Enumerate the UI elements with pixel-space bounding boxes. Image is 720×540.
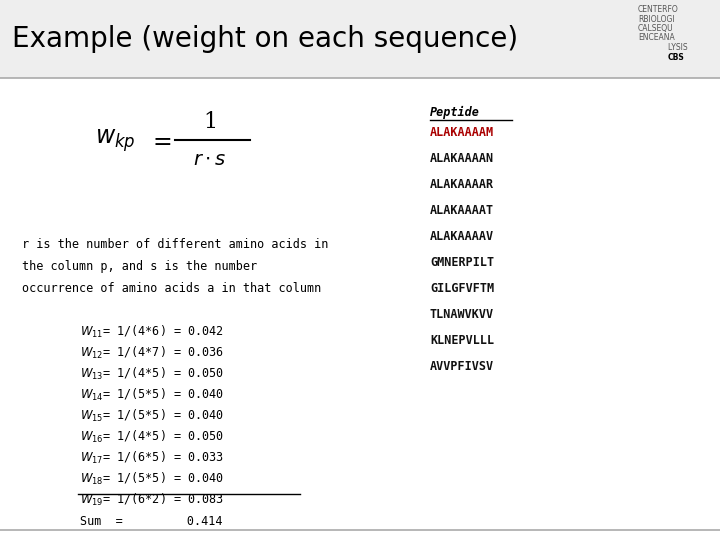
Text: $W_{11}$= 1/(4*6) = 0.042: $W_{11}$= 1/(4*6) = 0.042 — [80, 325, 224, 340]
Text: ALAKAAAAV: ALAKAAAAV — [430, 230, 494, 244]
Text: occurrence of amino acids a in that column: occurrence of amino acids a in that colu… — [22, 282, 321, 295]
Text: Example (weight on each sequence): Example (weight on each sequence) — [12, 25, 518, 53]
Text: Sum  =         0.414: Sum = 0.414 — [80, 515, 222, 528]
Text: RBIOLOGI: RBIOLOGI — [638, 15, 675, 24]
Text: $W_{13}$= 1/(4*5) = 0.050: $W_{13}$= 1/(4*5) = 0.050 — [80, 366, 224, 382]
Text: ALAKAAAAR: ALAKAAAAR — [430, 178, 494, 191]
Text: LYSIS: LYSIS — [668, 43, 690, 52]
Text: $=$: $=$ — [148, 129, 172, 152]
Text: Peptide: Peptide — [430, 106, 480, 119]
FancyBboxPatch shape — [0, 0, 720, 78]
Text: TLNAWVKVV: TLNAWVKVV — [430, 308, 494, 321]
Text: ENCEANA: ENCEANA — [638, 33, 675, 43]
Text: $W_{15}$= 1/(5*5) = 0.040: $W_{15}$= 1/(5*5) = 0.040 — [80, 408, 224, 424]
Text: GMNERPILT: GMNERPILT — [430, 256, 494, 269]
Text: $r \cdot s$: $r \cdot s$ — [193, 151, 227, 170]
Text: CALSEQU: CALSEQU — [638, 24, 674, 33]
Text: $W_{18}$= 1/(5*5) = 0.040: $W_{18}$= 1/(5*5) = 0.040 — [80, 471, 224, 488]
Text: ALAKAAAAN: ALAKAAAAN — [430, 152, 494, 165]
Text: $W_{19}$= 1/(6*2) = 0.083: $W_{19}$= 1/(6*2) = 0.083 — [80, 492, 224, 508]
Text: $W_{12}$= 1/(4*7) = 0.036: $W_{12}$= 1/(4*7) = 0.036 — [80, 345, 224, 361]
Text: $w_{kp}$: $w_{kp}$ — [95, 127, 135, 154]
Text: 1: 1 — [203, 111, 217, 133]
Text: the column p, and s is the number: the column p, and s is the number — [22, 260, 257, 273]
Text: CBS: CBS — [668, 52, 685, 62]
Text: $W_{14}$= 1/(5*5) = 0.040: $W_{14}$= 1/(5*5) = 0.040 — [80, 387, 224, 403]
Text: $W_{17}$= 1/(6*5) = 0.033: $W_{17}$= 1/(6*5) = 0.033 — [80, 450, 224, 467]
Text: AVVPFIVSV: AVVPFIVSV — [430, 360, 494, 373]
Text: $W_{16}$= 1/(4*5) = 0.050: $W_{16}$= 1/(4*5) = 0.050 — [80, 429, 224, 445]
Text: GILGFVFTM: GILGFVFTM — [430, 282, 494, 295]
Text: KLNEPVLLL: KLNEPVLLL — [430, 334, 494, 347]
Text: r is the number of different amino acids in: r is the number of different amino acids… — [22, 238, 328, 251]
Text: CENTERFO: CENTERFO — [638, 5, 679, 14]
Text: ALAKAAAAM: ALAKAAAAM — [430, 126, 494, 139]
Text: ALAKAAAAT: ALAKAAAAT — [430, 204, 494, 217]
